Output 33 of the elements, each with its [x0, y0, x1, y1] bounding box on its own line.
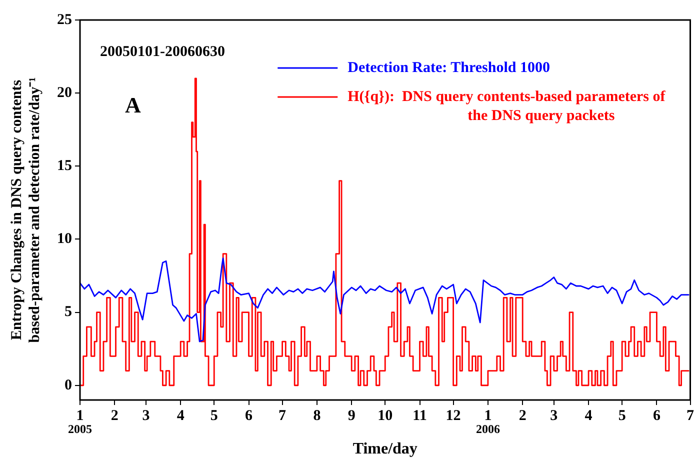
- text: 2006: [476, 422, 500, 436]
- x-tick-label: 3: [550, 408, 558, 424]
- x-tick-label: 2: [518, 408, 526, 424]
- x-axis-title: Time/day: [352, 440, 418, 458]
- legend-label: Detection Rate: Threshold 1000: [348, 60, 550, 76]
- x-tick-label: 8: [313, 408, 321, 424]
- annotation: A: [125, 92, 141, 118]
- y-tick-label: 20: [57, 84, 72, 101]
- x-tick-label: 1: [76, 408, 84, 424]
- y-axis-title: Entropy Changes in DNS query contents based-parameter and detection rate/day⁻¹: [8, 77, 43, 343]
- x-tick-label: 4: [176, 408, 185, 424]
- x-tick-label: 4: [584, 408, 593, 424]
- x-tick-label: 7: [686, 408, 694, 424]
- x-tick-label: 12: [446, 408, 461, 424]
- x-tick-label: 5: [210, 408, 218, 424]
- y-tick-label: 0: [64, 377, 72, 394]
- annotation: 20050101-20060630: [100, 44, 225, 60]
- x-tick-label: 11: [412, 408, 427, 424]
- x-tick-label: 2: [110, 408, 118, 424]
- x-tick-label: 5: [618, 408, 626, 424]
- x-tick-label: 6: [652, 408, 661, 424]
- y-tick-label: 5: [64, 304, 72, 320]
- x-tick-label: 10: [378, 408, 393, 424]
- x-tick-label: 7: [278, 408, 287, 424]
- x-tick-label: 1: [484, 408, 492, 424]
- y-tick-label: 25: [57, 12, 72, 28]
- x-tick-label: 3: [142, 408, 150, 424]
- text: 2005: [68, 422, 92, 436]
- y-tick-label: 15: [57, 158, 72, 174]
- x-tick-label: 6: [245, 408, 254, 424]
- y-tick-label: 10: [57, 231, 72, 248]
- legend-label: H({q}): DNS query contents-based parameters of the DNS query packets: [348, 88, 666, 124]
- x-tick-label: 9: [348, 408, 356, 424]
